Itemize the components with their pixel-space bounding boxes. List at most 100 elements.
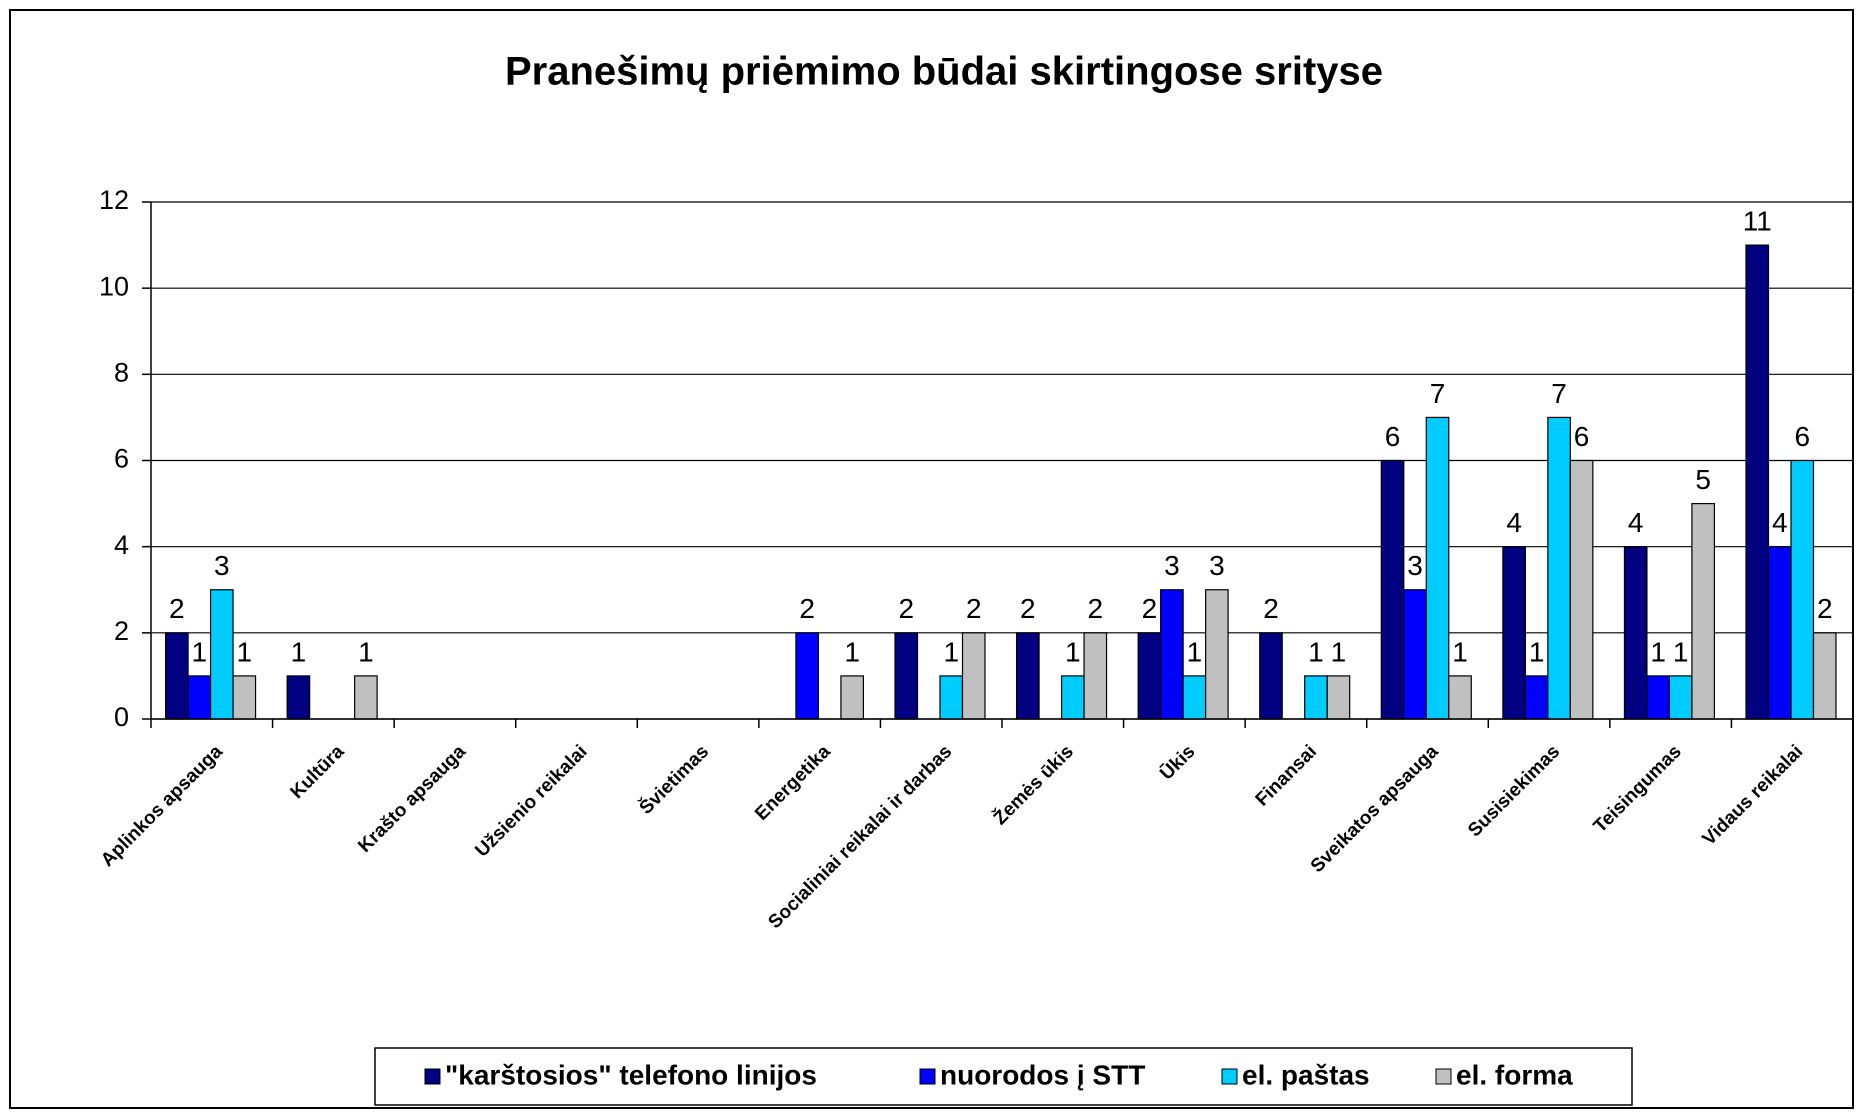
data-label: 2 (1020, 593, 1036, 624)
data-label: 6 (1385, 421, 1401, 452)
bar (354, 675, 378, 720)
data-label: 1 (237, 636, 253, 667)
bar (840, 675, 865, 720)
y-tick-label: 2 (114, 616, 129, 646)
x-tick-label: Aplinkos apsauga (97, 741, 227, 871)
data-label: 2 (169, 593, 185, 624)
legend-label: "karštosios" telefono linijos (445, 1059, 817, 1090)
bar (1304, 675, 1328, 720)
bar (1790, 459, 1815, 720)
bar (1745, 244, 1770, 720)
data-label: 1 (844, 636, 860, 667)
legend-swatch (1221, 1068, 1238, 1085)
data-label: 2 (1088, 593, 1104, 624)
bar (1502, 546, 1526, 720)
data-label: 1 (291, 636, 307, 667)
x-tick-label: Teisingumas (1590, 741, 1686, 837)
data-label: 6 (1574, 421, 1590, 452)
bar (286, 675, 311, 720)
bar (1259, 632, 1283, 720)
x-tick-label: Sveikatos apsauga (1307, 741, 1443, 877)
legend-box (374, 1047, 1633, 1106)
x-tick-label: Vidaus reikalai (1699, 741, 1808, 850)
data-label: 6 (1794, 421, 1810, 452)
x-tick-label: Energetika (751, 741, 835, 825)
bar (1668, 675, 1693, 720)
data-label: 3 (214, 550, 230, 581)
data-label: 1 (1673, 636, 1689, 667)
data-label: 1 (943, 636, 959, 667)
bar (1326, 675, 1351, 720)
data-label: 3 (1164, 550, 1180, 581)
bar (1083, 632, 1108, 720)
data-label: 2 (966, 593, 982, 624)
y-tick-label: 8 (114, 357, 129, 387)
bar (961, 632, 986, 720)
data-label: 4 (1506, 507, 1522, 538)
x-tick-label: Kultūra (287, 741, 349, 803)
x-tick-label: Užsienio reikalai (471, 741, 591, 861)
x-tick-label: Finansai (1252, 741, 1321, 810)
data-label: 1 (1650, 636, 1666, 667)
data-label: 4 (1772, 507, 1788, 538)
bar (1569, 459, 1594, 720)
data-label: 2 (799, 593, 815, 624)
bar (187, 675, 212, 720)
bar (1623, 546, 1648, 720)
bar (1425, 416, 1450, 720)
bar (1646, 675, 1671, 720)
bar (1015, 632, 1040, 720)
bar (1691, 502, 1716, 720)
bar (1137, 632, 1162, 720)
legend-label: el. forma (1456, 1059, 1573, 1090)
bar (1812, 632, 1837, 720)
bar (939, 675, 964, 720)
bar (209, 589, 234, 720)
legend-label: nuorodos į STT (940, 1059, 1145, 1090)
y-tick-label: 10 (99, 271, 129, 301)
data-label: 11 (1743, 205, 1772, 236)
data-label: 1 (1452, 636, 1468, 667)
y-tick-label: 12 (99, 185, 129, 215)
legend-swatch (919, 1068, 936, 1085)
chart-frame (9, 9, 1854, 1109)
data-label: 2 (1142, 593, 1158, 624)
x-tick-label: Susisiekimas (1464, 741, 1564, 841)
data-label: 1 (1187, 636, 1203, 667)
x-tick-label: Ūkis (1156, 741, 1199, 784)
data-label: 1 (1331, 636, 1347, 667)
x-tick-label: Švietimas (635, 741, 713, 819)
data-label: 1 (358, 636, 374, 667)
legend-swatch (424, 1068, 441, 1085)
bar (894, 632, 919, 720)
data-label: 4 (1628, 507, 1644, 538)
data-label: 1 (1529, 636, 1545, 667)
y-tick-label: 4 (114, 530, 129, 560)
data-label: 2 (898, 593, 914, 624)
chart-title: Pranešimų priėmimo būdai skirtingose sri… (505, 50, 1383, 94)
x-tick-label: Žemės ūkis (989, 741, 1078, 830)
bar (1524, 675, 1549, 720)
legend-swatch (1435, 1068, 1452, 1085)
data-label: 2 (1817, 593, 1833, 624)
y-tick-label: 0 (114, 702, 129, 732)
bar (1060, 675, 1085, 720)
bar (232, 675, 257, 720)
data-label: 3 (1407, 550, 1423, 581)
bar (1767, 546, 1792, 720)
bar (1160, 589, 1184, 720)
data-label: 1 (1065, 636, 1081, 667)
y-tick-label: 6 (114, 444, 129, 474)
bar (1182, 675, 1207, 720)
data-label: 3 (1209, 550, 1225, 581)
bar (1403, 589, 1427, 720)
bar (1547, 416, 1571, 720)
data-label: 7 (1551, 378, 1567, 409)
data-label: 1 (192, 636, 208, 667)
data-label: 5 (1695, 464, 1711, 495)
bar (164, 632, 189, 720)
bar (1380, 459, 1405, 720)
bar (795, 632, 820, 720)
data-label: 2 (1263, 593, 1279, 624)
